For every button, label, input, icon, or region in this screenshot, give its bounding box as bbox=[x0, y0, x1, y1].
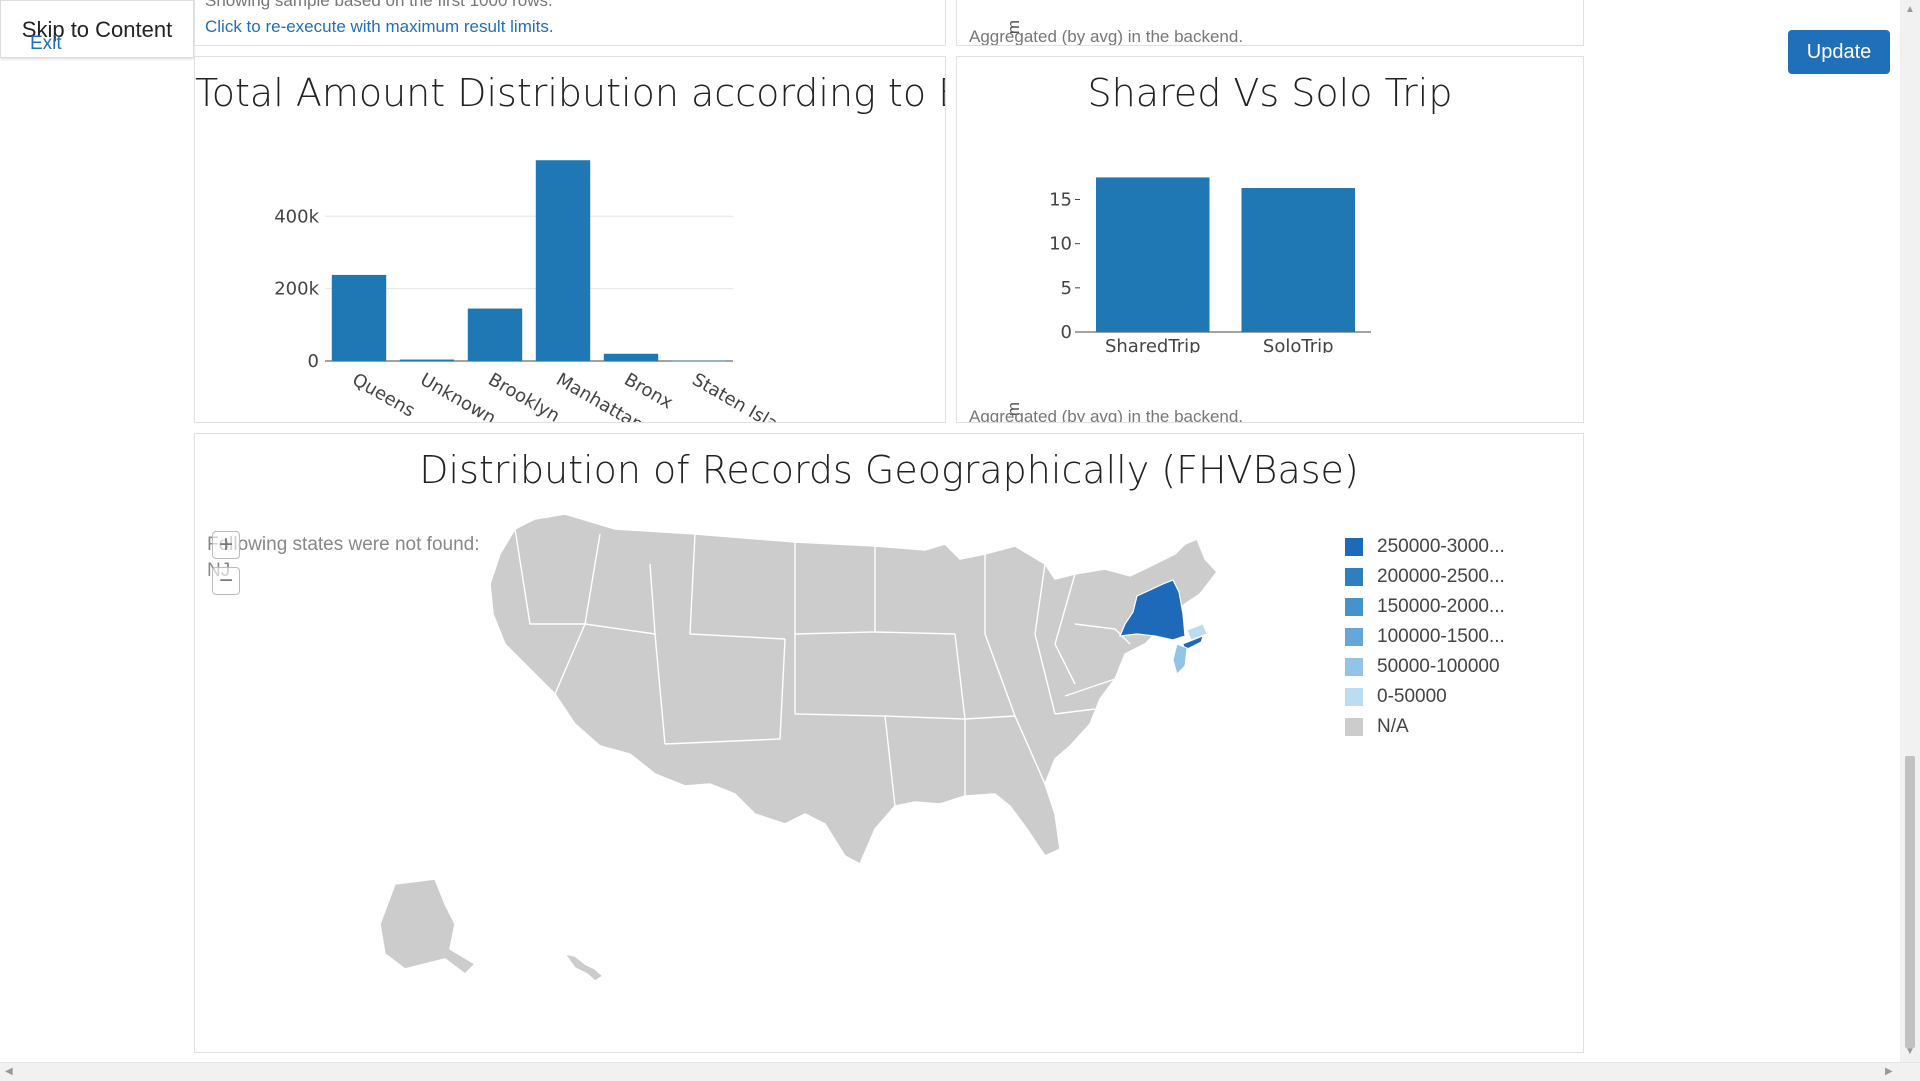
y-tick-label: 400k bbox=[274, 206, 319, 227]
legend-label: 250000-3000... bbox=[1377, 536, 1505, 557]
bar-bronx bbox=[603, 353, 659, 361]
connecticut-state[interactable] bbox=[1186, 623, 1208, 641]
x-tick-label: Unknown bbox=[417, 369, 500, 423]
legend-label: N/A bbox=[1377, 716, 1409, 737]
y-tick-label: 5 bbox=[1061, 278, 1072, 299]
legend-swatch bbox=[1345, 718, 1363, 736]
scroll-right-icon[interactable]: ▶ bbox=[1885, 1066, 1893, 1077]
legend-swatch bbox=[1345, 658, 1363, 676]
map-legend: 250000-3000... 200000-2500... 150000-2000.… bbox=[1345, 532, 1505, 742]
legend-item[interactable]: 50000-100000 bbox=[1345, 652, 1505, 682]
legend-swatch bbox=[1345, 628, 1363, 646]
x-tick-label: Staten Island bbox=[689, 369, 802, 423]
legend-item[interactable]: 100000-1500... bbox=[1345, 622, 1505, 652]
x-tick-label: SoloTrip bbox=[1263, 336, 1334, 353]
zoom-in-button[interactable]: + bbox=[212, 531, 240, 559]
update-button[interactable]: Update bbox=[1788, 30, 1890, 74]
legend-item[interactable]: 0-50000 bbox=[1345, 682, 1505, 712]
y-tick-label: 0 bbox=[308, 351, 319, 372]
geo-distribution-panel: Distribution of Records Geographically (… bbox=[194, 433, 1584, 1053]
legend-item[interactable]: 200000-2500... bbox=[1345, 562, 1505, 592]
legend-swatch bbox=[1345, 598, 1363, 616]
y-tick-label: 0 bbox=[1061, 322, 1072, 343]
bar-solotrip bbox=[1241, 188, 1355, 332]
legend-label: 150000-2000... bbox=[1377, 596, 1505, 617]
shared-vs-solo-bar-chart: 0 5 10 15 SharedTrip SoloTrip bbox=[1049, 177, 1371, 353]
sample-panel: Showing sample based on the first 1000 r… bbox=[194, 0, 946, 46]
bar-staten-island bbox=[671, 360, 727, 362]
y-tick-label: 10 bbox=[1049, 234, 1072, 255]
aggregation-panel: m Aggregated (by avg) in the backend. bbox=[956, 0, 1584, 46]
legend-label: 200000-2500... bbox=[1377, 566, 1505, 587]
aggregation-note: Aggregated (by avg) in the backend. bbox=[969, 27, 1244, 46]
legend-item[interactable]: 150000-2000... bbox=[1345, 592, 1505, 622]
scroll-down-icon[interactable]: ▼ bbox=[1905, 1046, 1915, 1057]
sample-note: Showing sample based on the first 1000 r… bbox=[205, 0, 553, 10]
legend-swatch bbox=[1345, 568, 1363, 586]
legend-label: 100000-1500... bbox=[1377, 626, 1505, 647]
us-states-map-shape[interactable] bbox=[489, 513, 1218, 866]
legend-swatch bbox=[1345, 538, 1363, 556]
state-borders bbox=[514, 528, 1131, 855]
vertical-scrollbar[interactable]: ▲ ▼ bbox=[1900, 0, 1920, 1062]
horizontal-scrollbar[interactable]: ◀ ▶ bbox=[0, 1062, 1920, 1081]
zoom-out-button[interactable]: − bbox=[212, 567, 240, 595]
chart-title: Shared Vs Solo Trip bbox=[1087, 71, 1453, 115]
bar-brooklyn bbox=[467, 308, 523, 361]
legend-label: 50000-100000 bbox=[1377, 656, 1500, 677]
total-amount-panel: Total Amount Distribution according to B… bbox=[194, 56, 946, 423]
us-map[interactable] bbox=[355, 484, 1355, 1044]
legend-swatch bbox=[1345, 688, 1363, 706]
bar-sharedtrip bbox=[1096, 177, 1210, 332]
alaska-shape[interactable] bbox=[379, 878, 477, 975]
y-tick-label: 15 bbox=[1049, 190, 1072, 211]
reexecute-link[interactable]: Click to re-execute with maximum result … bbox=[205, 17, 554, 36]
exit-link[interactable]: Exit bbox=[30, 33, 62, 54]
x-tick-label: Queens bbox=[349, 369, 419, 421]
aggregation-note: Aggregated (by avg) in the backend. bbox=[969, 407, 1244, 423]
x-tick-label: SharedTrip bbox=[1105, 336, 1201, 353]
scrollbar-thumb[interactable] bbox=[1905, 756, 1915, 1048]
skip-to-content-button[interactable]: Skip to Content bbox=[0, 0, 194, 58]
hawaii-shape[interactable] bbox=[563, 952, 605, 982]
y-tick-label: 200k bbox=[274, 279, 319, 300]
chart-title: Total Amount Distribution according to B… bbox=[195, 71, 945, 115]
total-amount-bar-chart: 0200k400kQueensUnknownBrooklynManhattanB… bbox=[274, 160, 802, 423]
bar-manhattan bbox=[535, 160, 591, 361]
legend-item[interactable]: 250000-3000... bbox=[1345, 532, 1505, 562]
scroll-up-icon[interactable]: ▲ bbox=[1905, 4, 1915, 15]
map-title: Distribution of Records Geographically (… bbox=[419, 448, 1359, 492]
legend-label: 0-50000 bbox=[1377, 686, 1447, 707]
bar-unknown bbox=[399, 359, 455, 361]
new-jersey-state[interactable] bbox=[1172, 643, 1188, 675]
new-york-state[interactable] bbox=[1119, 579, 1186, 641]
shared-vs-solo-panel: Shared Vs Solo Trip 0 5 10 15 SharedTrip Solo… bbox=[956, 56, 1584, 423]
not-found-label: Following states were not found: bbox=[207, 534, 480, 555]
legend-item[interactable]: N/A bbox=[1345, 712, 1505, 742]
scroll-left-icon[interactable]: ◀ bbox=[5, 1066, 13, 1077]
bar-queens bbox=[331, 274, 387, 361]
